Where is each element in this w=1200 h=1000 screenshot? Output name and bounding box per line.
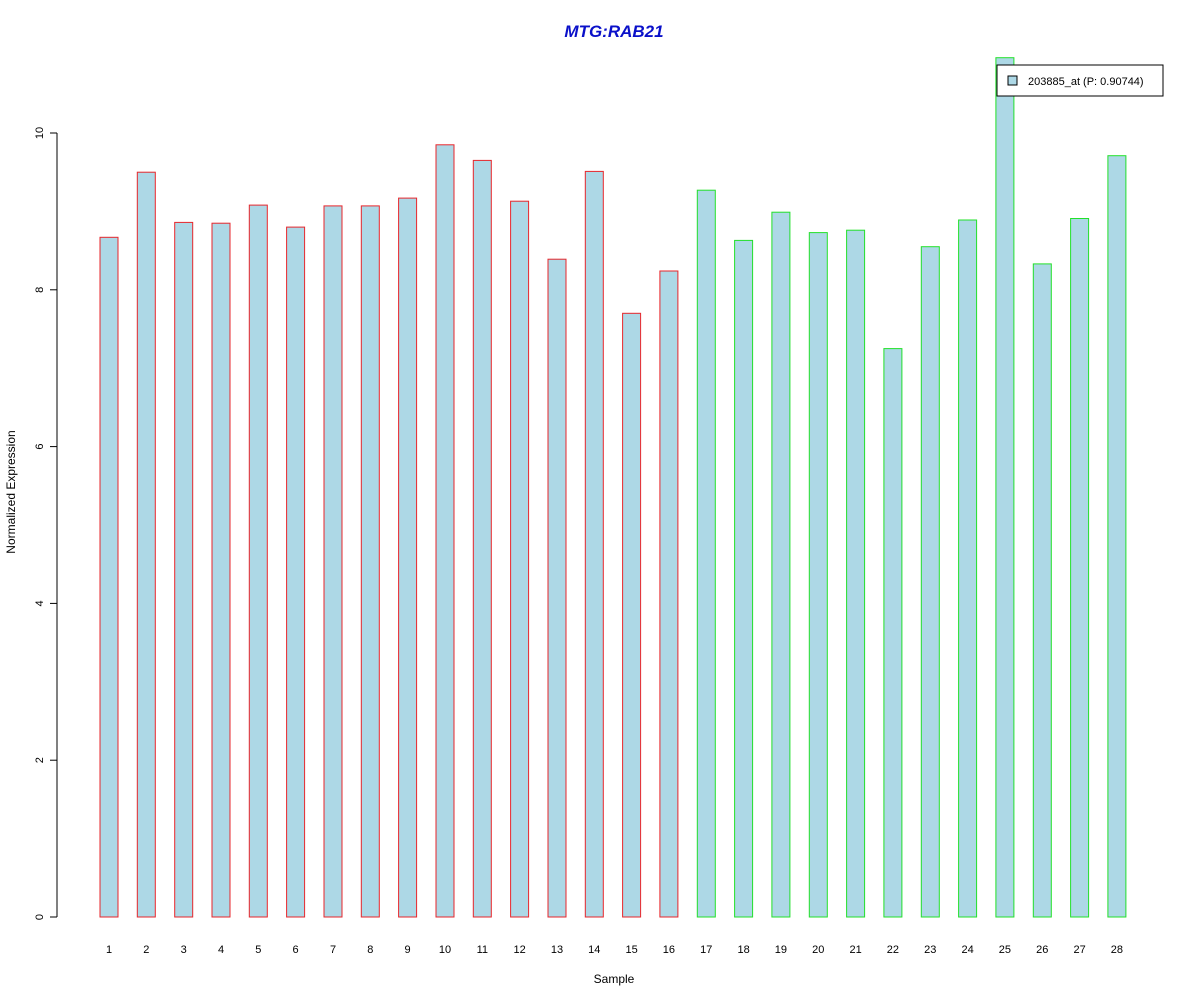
x-axis-tick-labels: 1 2 3 4 5 6 7 8 9 10 11 12 13 14 15 16 17 18 19 20 21 22 23 24 2… — [106, 944, 1123, 956]
y-axis: 0 2 4 6 8 10 — [34, 127, 58, 920]
x-axis-tick-label: 12 — [513, 944, 525, 956]
x-axis-tick-label: 19 — [775, 944, 787, 956]
x-axis-tick-label: 17 — [700, 944, 712, 956]
x-axis-tick-label: 10 — [439, 944, 451, 956]
bar-sample-1 — [99, 236, 119, 918]
bar-sample-25 — [995, 57, 1015, 918]
y-axis-tick-label: 4 — [34, 600, 46, 606]
x-axis-tick-label: 15 — [625, 944, 637, 956]
x-axis-tick-label: 23 — [924, 944, 936, 956]
x-axis-tick-label: 18 — [737, 944, 749, 956]
x-axis-tick-label: 9 — [405, 944, 411, 956]
x-axis-tick-label: 4 — [218, 944, 224, 956]
bar-sample-17 — [696, 189, 716, 918]
x-axis-tick-label: 13 — [551, 944, 563, 956]
bar-sample-12 — [510, 200, 530, 918]
x-axis-tick-label: 8 — [367, 944, 373, 956]
bar-sample-19 — [771, 211, 791, 918]
x-axis-tick-label: 5 — [255, 944, 261, 956]
bars — [99, 57, 1127, 918]
y-axis-tick-label: 2 — [34, 757, 46, 763]
x-axis-tick-label: 21 — [849, 944, 861, 956]
legend-swatch — [1007, 75, 1018, 86]
x-axis-tick-label: 26 — [1036, 944, 1048, 956]
bar-sample-22 — [883, 348, 903, 918]
bar-sample-2 — [136, 171, 156, 918]
x-axis-tick-label: 16 — [663, 944, 675, 956]
y-axis-tick-label: 8 — [34, 287, 46, 293]
x-axis-tick-label: 11 — [477, 944, 488, 956]
legend-box — [996, 64, 1164, 97]
bar-sample-7 — [323, 205, 343, 918]
bar-sample-24 — [958, 219, 978, 918]
bar-sample-21 — [846, 229, 866, 918]
x-axis-tick-label: 28 — [1111, 944, 1123, 956]
bar-sample-14 — [584, 170, 604, 918]
bar-sample-23 — [920, 246, 940, 918]
chart-title: MTG:RAB21 — [564, 22, 663, 41]
legend: 203885_at (P: 0.90744) — [996, 64, 1164, 97]
x-axis-tick-label: 3 — [181, 944, 187, 956]
bar-sample-3 — [174, 221, 194, 918]
legend-label: 203885_at (P: 0.90744) — [1028, 76, 1144, 88]
x-axis-tick-label: 25 — [999, 944, 1011, 956]
bar-sample-5 — [248, 204, 268, 918]
bar-sample-10 — [435, 144, 455, 918]
y-axis-tick-label: 10 — [34, 127, 46, 139]
bar-sample-11 — [472, 159, 492, 918]
y-axis-label: Normalized Expression — [4, 430, 18, 553]
bar-sample-4 — [211, 222, 231, 918]
x-axis-tick-label: 14 — [588, 944, 600, 956]
x-axis-tick-label: 7 — [330, 944, 336, 956]
bar-sample-26 — [1032, 263, 1052, 918]
bar-sample-13 — [547, 258, 567, 918]
x-axis-tick-label: 22 — [887, 944, 899, 956]
x-axis-tick-label: 24 — [961, 944, 973, 956]
bar-sample-8 — [360, 205, 380, 918]
x-axis-tick-label: 20 — [812, 944, 824, 956]
bar-sample-16 — [659, 270, 679, 918]
y-axis-tick-label: 6 — [34, 444, 46, 450]
x-axis-label: Sample — [594, 972, 635, 986]
bar-sample-18 — [734, 239, 754, 918]
bar-sample-28 — [1107, 155, 1127, 918]
bar-sample-27 — [1070, 218, 1090, 918]
x-axis-tick-label: 1 — [106, 944, 112, 956]
bar-sample-15 — [622, 312, 642, 918]
bar-sample-20 — [808, 232, 828, 918]
x-axis-tick-label: 2 — [143, 944, 149, 956]
y-axis-tick-label: 0 — [34, 914, 46, 920]
x-axis-tick-label: 6 — [293, 944, 299, 956]
x-axis-tick-label: 27 — [1073, 944, 1085, 956]
bar-sample-6 — [286, 226, 306, 918]
bar-sample-9 — [398, 197, 418, 918]
